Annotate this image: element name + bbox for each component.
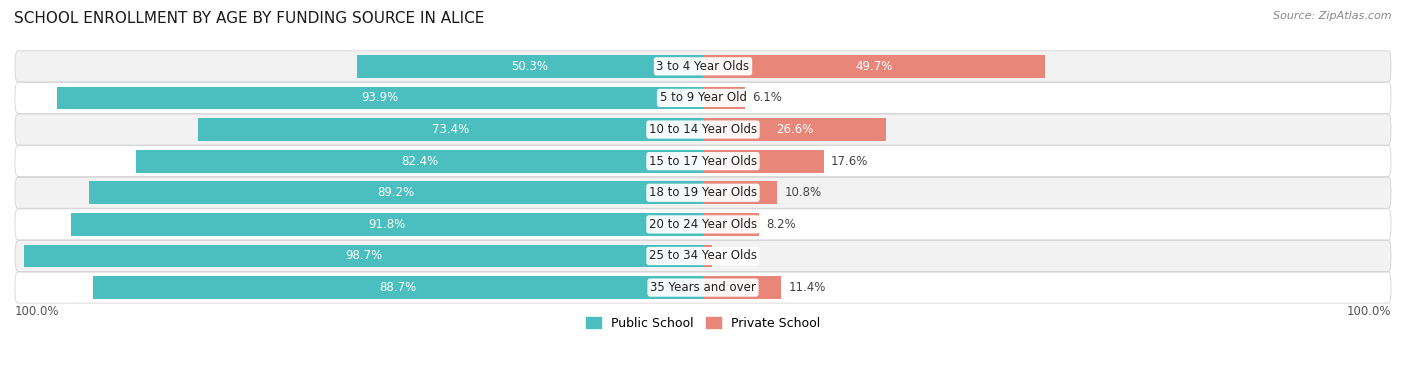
Text: 17.6%: 17.6%: [831, 155, 869, 168]
Bar: [198, 118, 703, 141]
FancyBboxPatch shape: [15, 51, 1391, 82]
FancyBboxPatch shape: [15, 177, 1391, 208]
Bar: [136, 150, 703, 173]
Text: 98.7%: 98.7%: [344, 250, 382, 262]
Bar: [90, 181, 703, 204]
Text: 20 to 24 Year Olds: 20 to 24 Year Olds: [650, 218, 756, 231]
Text: 73.4%: 73.4%: [432, 123, 470, 136]
Text: 35 Years and over: 35 Years and over: [650, 281, 756, 294]
Text: 25 to 34 Year Olds: 25 to 34 Year Olds: [650, 250, 756, 262]
Text: Source: ZipAtlas.com: Source: ZipAtlas.com: [1274, 11, 1392, 21]
Bar: [24, 245, 703, 267]
Bar: [703, 181, 778, 204]
FancyBboxPatch shape: [15, 209, 1391, 240]
FancyBboxPatch shape: [15, 272, 1391, 303]
Text: 3 to 4 Year Olds: 3 to 4 Year Olds: [657, 60, 749, 73]
FancyBboxPatch shape: [15, 83, 1391, 113]
Text: 15 to 17 Year Olds: 15 to 17 Year Olds: [650, 155, 756, 168]
Bar: [72, 213, 703, 236]
Bar: [703, 87, 745, 109]
Bar: [703, 118, 886, 141]
Text: 93.9%: 93.9%: [361, 92, 399, 104]
Text: 10.8%: 10.8%: [785, 186, 821, 199]
Text: 1.3%: 1.3%: [718, 250, 748, 262]
Bar: [703, 213, 759, 236]
Text: 91.8%: 91.8%: [368, 218, 406, 231]
FancyBboxPatch shape: [15, 114, 1391, 145]
Text: 8.2%: 8.2%: [766, 218, 796, 231]
Text: 50.3%: 50.3%: [512, 60, 548, 73]
Text: 6.1%: 6.1%: [752, 92, 782, 104]
Text: 18 to 19 Year Olds: 18 to 19 Year Olds: [650, 186, 756, 199]
Text: 89.2%: 89.2%: [378, 186, 415, 199]
Bar: [357, 55, 703, 78]
Legend: Public School, Private School: Public School, Private School: [581, 311, 825, 335]
Text: 49.7%: 49.7%: [855, 60, 893, 73]
Text: 10 to 14 Year Olds: 10 to 14 Year Olds: [650, 123, 756, 136]
Bar: [58, 87, 703, 109]
Text: 100.0%: 100.0%: [1347, 305, 1391, 318]
Bar: [703, 245, 711, 267]
Bar: [703, 55, 1045, 78]
Text: 11.4%: 11.4%: [789, 281, 825, 294]
Bar: [703, 276, 782, 299]
Text: 26.6%: 26.6%: [776, 123, 813, 136]
Text: SCHOOL ENROLLMENT BY AGE BY FUNDING SOURCE IN ALICE: SCHOOL ENROLLMENT BY AGE BY FUNDING SOUR…: [14, 11, 485, 26]
Text: 5 to 9 Year Old: 5 to 9 Year Old: [659, 92, 747, 104]
Text: 82.4%: 82.4%: [401, 155, 439, 168]
Bar: [703, 150, 824, 173]
FancyBboxPatch shape: [15, 241, 1391, 271]
FancyBboxPatch shape: [15, 146, 1391, 177]
Bar: [93, 276, 703, 299]
Text: 88.7%: 88.7%: [380, 281, 416, 294]
Text: 100.0%: 100.0%: [15, 305, 59, 318]
